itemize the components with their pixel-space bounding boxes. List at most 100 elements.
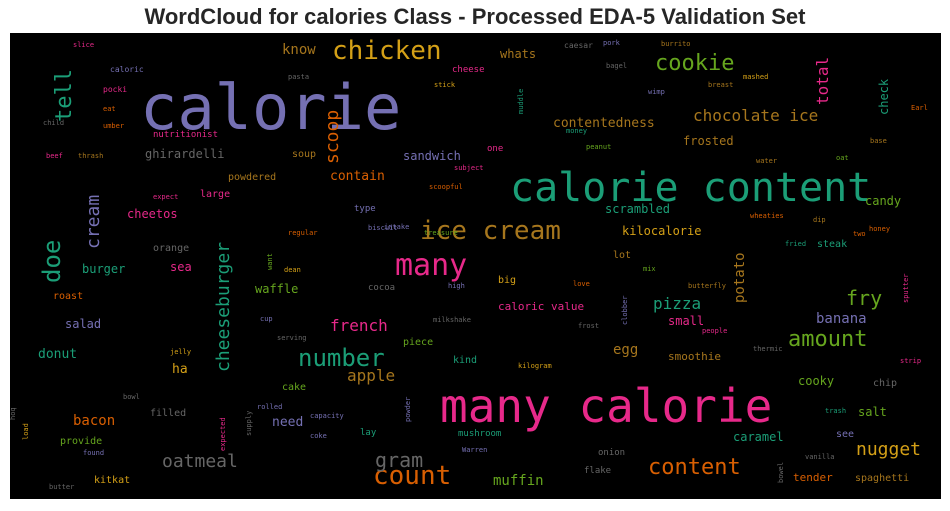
word-expected: expected xyxy=(219,417,227,451)
word-burrito: burrito xyxy=(661,40,691,48)
word-bagel: bagel xyxy=(606,62,628,70)
word-lay: lay xyxy=(360,428,377,438)
word-earl: Earl xyxy=(911,104,928,112)
word-bowl: bowl xyxy=(123,393,140,401)
word-mushroom: mushroom xyxy=(458,429,502,439)
word-cheeseburger: cheeseburger xyxy=(213,241,234,372)
word-eat: eat xyxy=(103,105,116,113)
word-calorie: calorie xyxy=(140,71,402,144)
word-milkshake: milkshake xyxy=(433,316,471,324)
word-butterfly: butterfly xyxy=(688,282,726,290)
word-powder: powder xyxy=(404,396,412,422)
chart-title: WordCloud for calories Class - Processed… xyxy=(144,4,806,29)
word-people: people xyxy=(702,327,728,335)
word-tender: tender xyxy=(793,471,833,484)
word-cup: cup xyxy=(260,315,273,323)
word-caesar: caesar xyxy=(564,41,593,50)
word-cake: cake xyxy=(282,382,307,393)
word-calorie-content: calorie content xyxy=(510,165,872,211)
word-wheaties: wheaties xyxy=(750,212,784,220)
wordcloud-panel: calorie many calorie calorie content chicke… xyxy=(10,33,941,499)
word-powdered: powdered xyxy=(228,172,277,183)
word-subject: subject xyxy=(454,164,484,172)
word-whats: whats xyxy=(500,47,537,61)
word-many: many xyxy=(395,248,468,283)
word-pocki: pocki xyxy=(103,85,128,94)
word-contentedness: contentedness xyxy=(553,116,655,131)
word-egg: egg xyxy=(613,342,639,358)
word-content: content xyxy=(648,455,741,480)
word-ha: ha xyxy=(172,362,188,377)
word-kilogram: kilogram xyxy=(518,362,552,370)
word-chip: chip xyxy=(873,378,898,389)
word-base: base xyxy=(870,137,887,145)
word-sputter: sputter xyxy=(902,273,910,303)
word-breast: breast xyxy=(708,81,734,89)
word-scoopful: scoopful xyxy=(429,183,463,191)
word-banana: banana xyxy=(816,311,867,327)
word-kitkat: kitkat xyxy=(94,475,131,486)
word-stick: stick xyxy=(434,81,456,89)
word-thrash: thrash xyxy=(78,152,104,160)
word-cookie: cookie xyxy=(655,51,735,76)
word-pork: pork xyxy=(603,39,620,47)
word-candy: candy xyxy=(865,194,902,208)
word-doe: doe xyxy=(38,239,66,283)
word-thermic: thermic xyxy=(753,345,783,353)
word-ghirardelli: ghirardelli xyxy=(145,147,225,161)
word-treasure: treasure xyxy=(424,229,458,237)
word-pizza: pizza xyxy=(653,294,702,313)
word-orange: orange xyxy=(153,243,190,254)
word-caloric: caloric xyxy=(110,65,144,74)
word-caramel: caramel xyxy=(733,430,784,444)
word-soup: soup xyxy=(292,149,317,160)
word-capacity: capacity xyxy=(310,412,344,420)
word-lot: lot xyxy=(613,250,632,261)
word-potato: potato xyxy=(732,252,748,303)
word-chicken: chicken xyxy=(332,36,442,66)
word-ice-cream: ice cream xyxy=(420,216,561,246)
word-flake: flake xyxy=(584,466,612,476)
word-sandwich: sandwich xyxy=(403,149,461,163)
word-mix: mix xyxy=(643,265,656,273)
word-serving: serving xyxy=(277,334,307,342)
word-salt: salt xyxy=(858,405,887,419)
word-love: love xyxy=(573,280,590,288)
word-hoq: hoq xyxy=(10,407,17,420)
word-apple: apple xyxy=(347,366,396,385)
word-chocolate-ice: chocolate ice xyxy=(693,106,819,125)
word-small: small xyxy=(668,314,705,328)
word-sea: sea xyxy=(170,260,192,274)
word-burger: burger xyxy=(82,262,126,276)
word-nutritionist: nutritionist xyxy=(153,130,219,140)
word-mashed: mashed xyxy=(743,73,769,81)
word-trash: trash xyxy=(825,407,847,415)
word-contain: contain xyxy=(330,169,385,184)
word-salad: salad xyxy=(65,317,102,331)
word-regular: regular xyxy=(288,229,318,237)
word-piece: piece xyxy=(403,337,434,348)
word-bacon: bacon xyxy=(73,413,116,429)
word-muffin: muffin xyxy=(493,473,544,489)
word-cooky: cooky xyxy=(798,374,835,388)
word-frosted: frosted xyxy=(683,134,734,148)
word-oatmeal: oatmeal xyxy=(162,451,238,472)
word-dean: dean xyxy=(284,266,301,274)
word-total: total xyxy=(813,56,832,105)
word-know: know xyxy=(282,42,316,58)
word-cheetos: cheetos xyxy=(127,207,178,221)
word-expect: expect xyxy=(153,193,179,201)
word-honey: honey xyxy=(869,225,891,233)
word-see: see xyxy=(836,429,855,440)
word-fried: fried xyxy=(785,240,807,248)
word-onion: onion xyxy=(598,448,626,458)
word-slice: slice xyxy=(73,41,95,49)
word-fry: fry xyxy=(846,286,883,310)
word-cocoa: cocoa xyxy=(368,283,396,293)
word-large: large xyxy=(200,189,231,200)
word-count: count xyxy=(373,461,452,491)
word-smoothie: smoothie xyxy=(668,350,721,363)
word-butter: butter xyxy=(49,483,75,491)
word-jelly: jelly xyxy=(170,348,192,356)
word-water: water xyxy=(756,157,778,165)
